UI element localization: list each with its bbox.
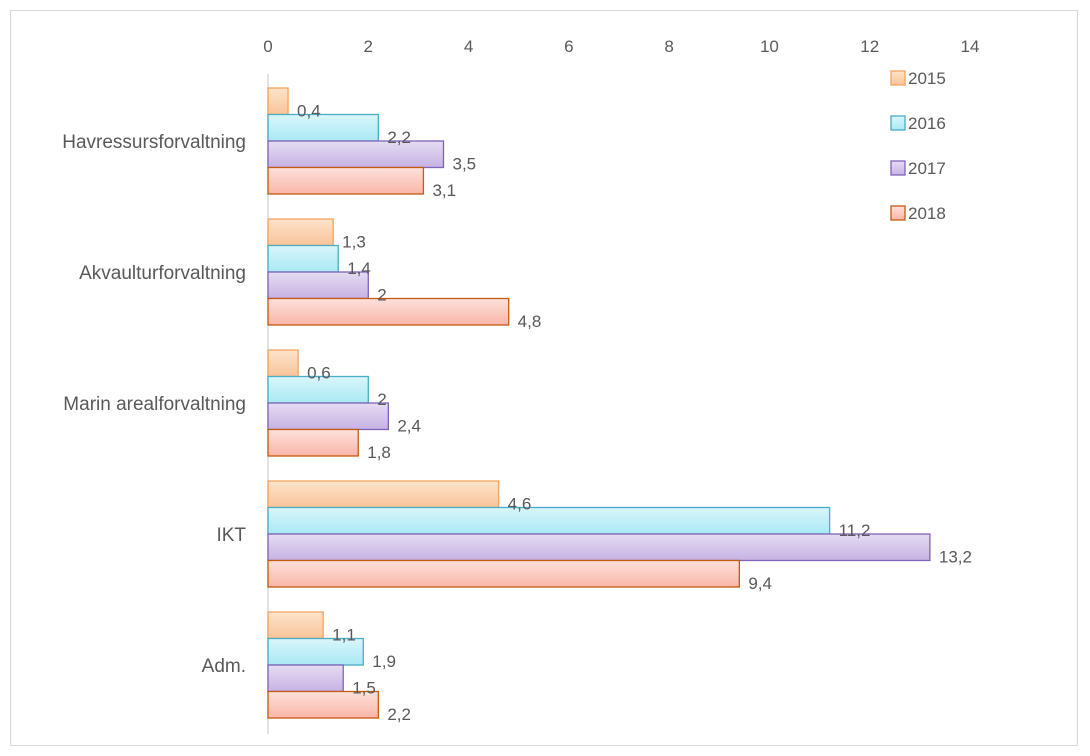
x-axis-tick-labels: 0 2 4 6 8 10 12 14	[263, 37, 979, 56]
data-label: 1,8	[367, 443, 391, 462]
data-label: 4,8	[518, 312, 542, 331]
bar	[267, 349, 299, 378]
data-label: 2,2	[387, 705, 411, 724]
data-label: 2	[377, 390, 386, 409]
data-label: 1,5	[352, 679, 376, 698]
data-labels: 0,4 2,2 3,5 3,1 1,3 1,4 2 4,8 0,6 2 2,4 1,8 4,6 11,2 1…	[297, 102, 972, 725]
legend-label: 2017	[908, 159, 946, 178]
bar	[267, 611, 324, 640]
bar	[267, 506, 831, 535]
bar	[267, 113, 379, 142]
x-tick-label: 10	[760, 37, 779, 56]
chart-frame	[10, 10, 1078, 746]
x-tick-label: 2	[364, 37, 373, 56]
data-label: 0,6	[307, 364, 331, 383]
bar	[267, 297, 510, 326]
bar	[267, 559, 740, 588]
data-label: 2,4	[397, 417, 421, 436]
category-label: IKT	[216, 525, 246, 546]
x-tick-label: 6	[564, 37, 573, 56]
bar	[267, 480, 500, 509]
x-tick-label: 0	[263, 37, 272, 56]
bar	[267, 271, 369, 300]
legend-swatch	[890, 205, 906, 221]
bar	[267, 402, 389, 431]
category-labels: Havressursforvaltning Akvaulturforvaltnin…	[62, 132, 246, 677]
x-tick-label: 4	[464, 37, 473, 56]
data-label: 3,1	[432, 181, 456, 200]
data-label: 0,4	[297, 102, 321, 121]
legend-swatch	[890, 160, 906, 176]
bar	[267, 533, 931, 562]
data-label: 1,3	[342, 233, 366, 252]
x-tick-label: 14	[961, 37, 980, 56]
bars	[267, 87, 931, 719]
legend-swatch	[890, 70, 906, 86]
category-label: Marin arealforvaltning	[63, 394, 246, 415]
data-label: 1,4	[347, 259, 371, 278]
bar	[267, 140, 445, 169]
bar	[267, 428, 359, 457]
bar	[267, 690, 379, 719]
data-label: 3,5	[453, 155, 477, 174]
bar	[267, 218, 334, 247]
legend-label: 2016	[908, 114, 946, 133]
legend: 2015 2016 2017 2018	[890, 69, 946, 223]
x-tick-label: 12	[860, 37, 879, 56]
x-tick-label: 8	[664, 37, 673, 56]
legend-label: 2018	[908, 204, 946, 223]
bar	[267, 166, 425, 195]
legend-swatch	[890, 115, 906, 131]
data-label: 1,9	[372, 652, 396, 671]
data-label: 13,2	[939, 548, 972, 567]
data-label: 1,1	[332, 626, 356, 645]
legend-label: 2015	[908, 69, 946, 88]
bar	[267, 664, 344, 693]
bar	[267, 244, 339, 273]
category-label: Adm.	[202, 656, 246, 677]
category-label: Havressursforvaltning	[62, 132, 246, 153]
data-label: 11,2	[839, 521, 871, 540]
data-label: 9,4	[748, 574, 772, 593]
data-label: 2	[377, 286, 386, 305]
data-label: 4,6	[508, 495, 532, 514]
data-label: 2,2	[387, 128, 411, 147]
bar	[267, 87, 289, 116]
category-label: Akvaulturforvaltning	[79, 263, 246, 284]
